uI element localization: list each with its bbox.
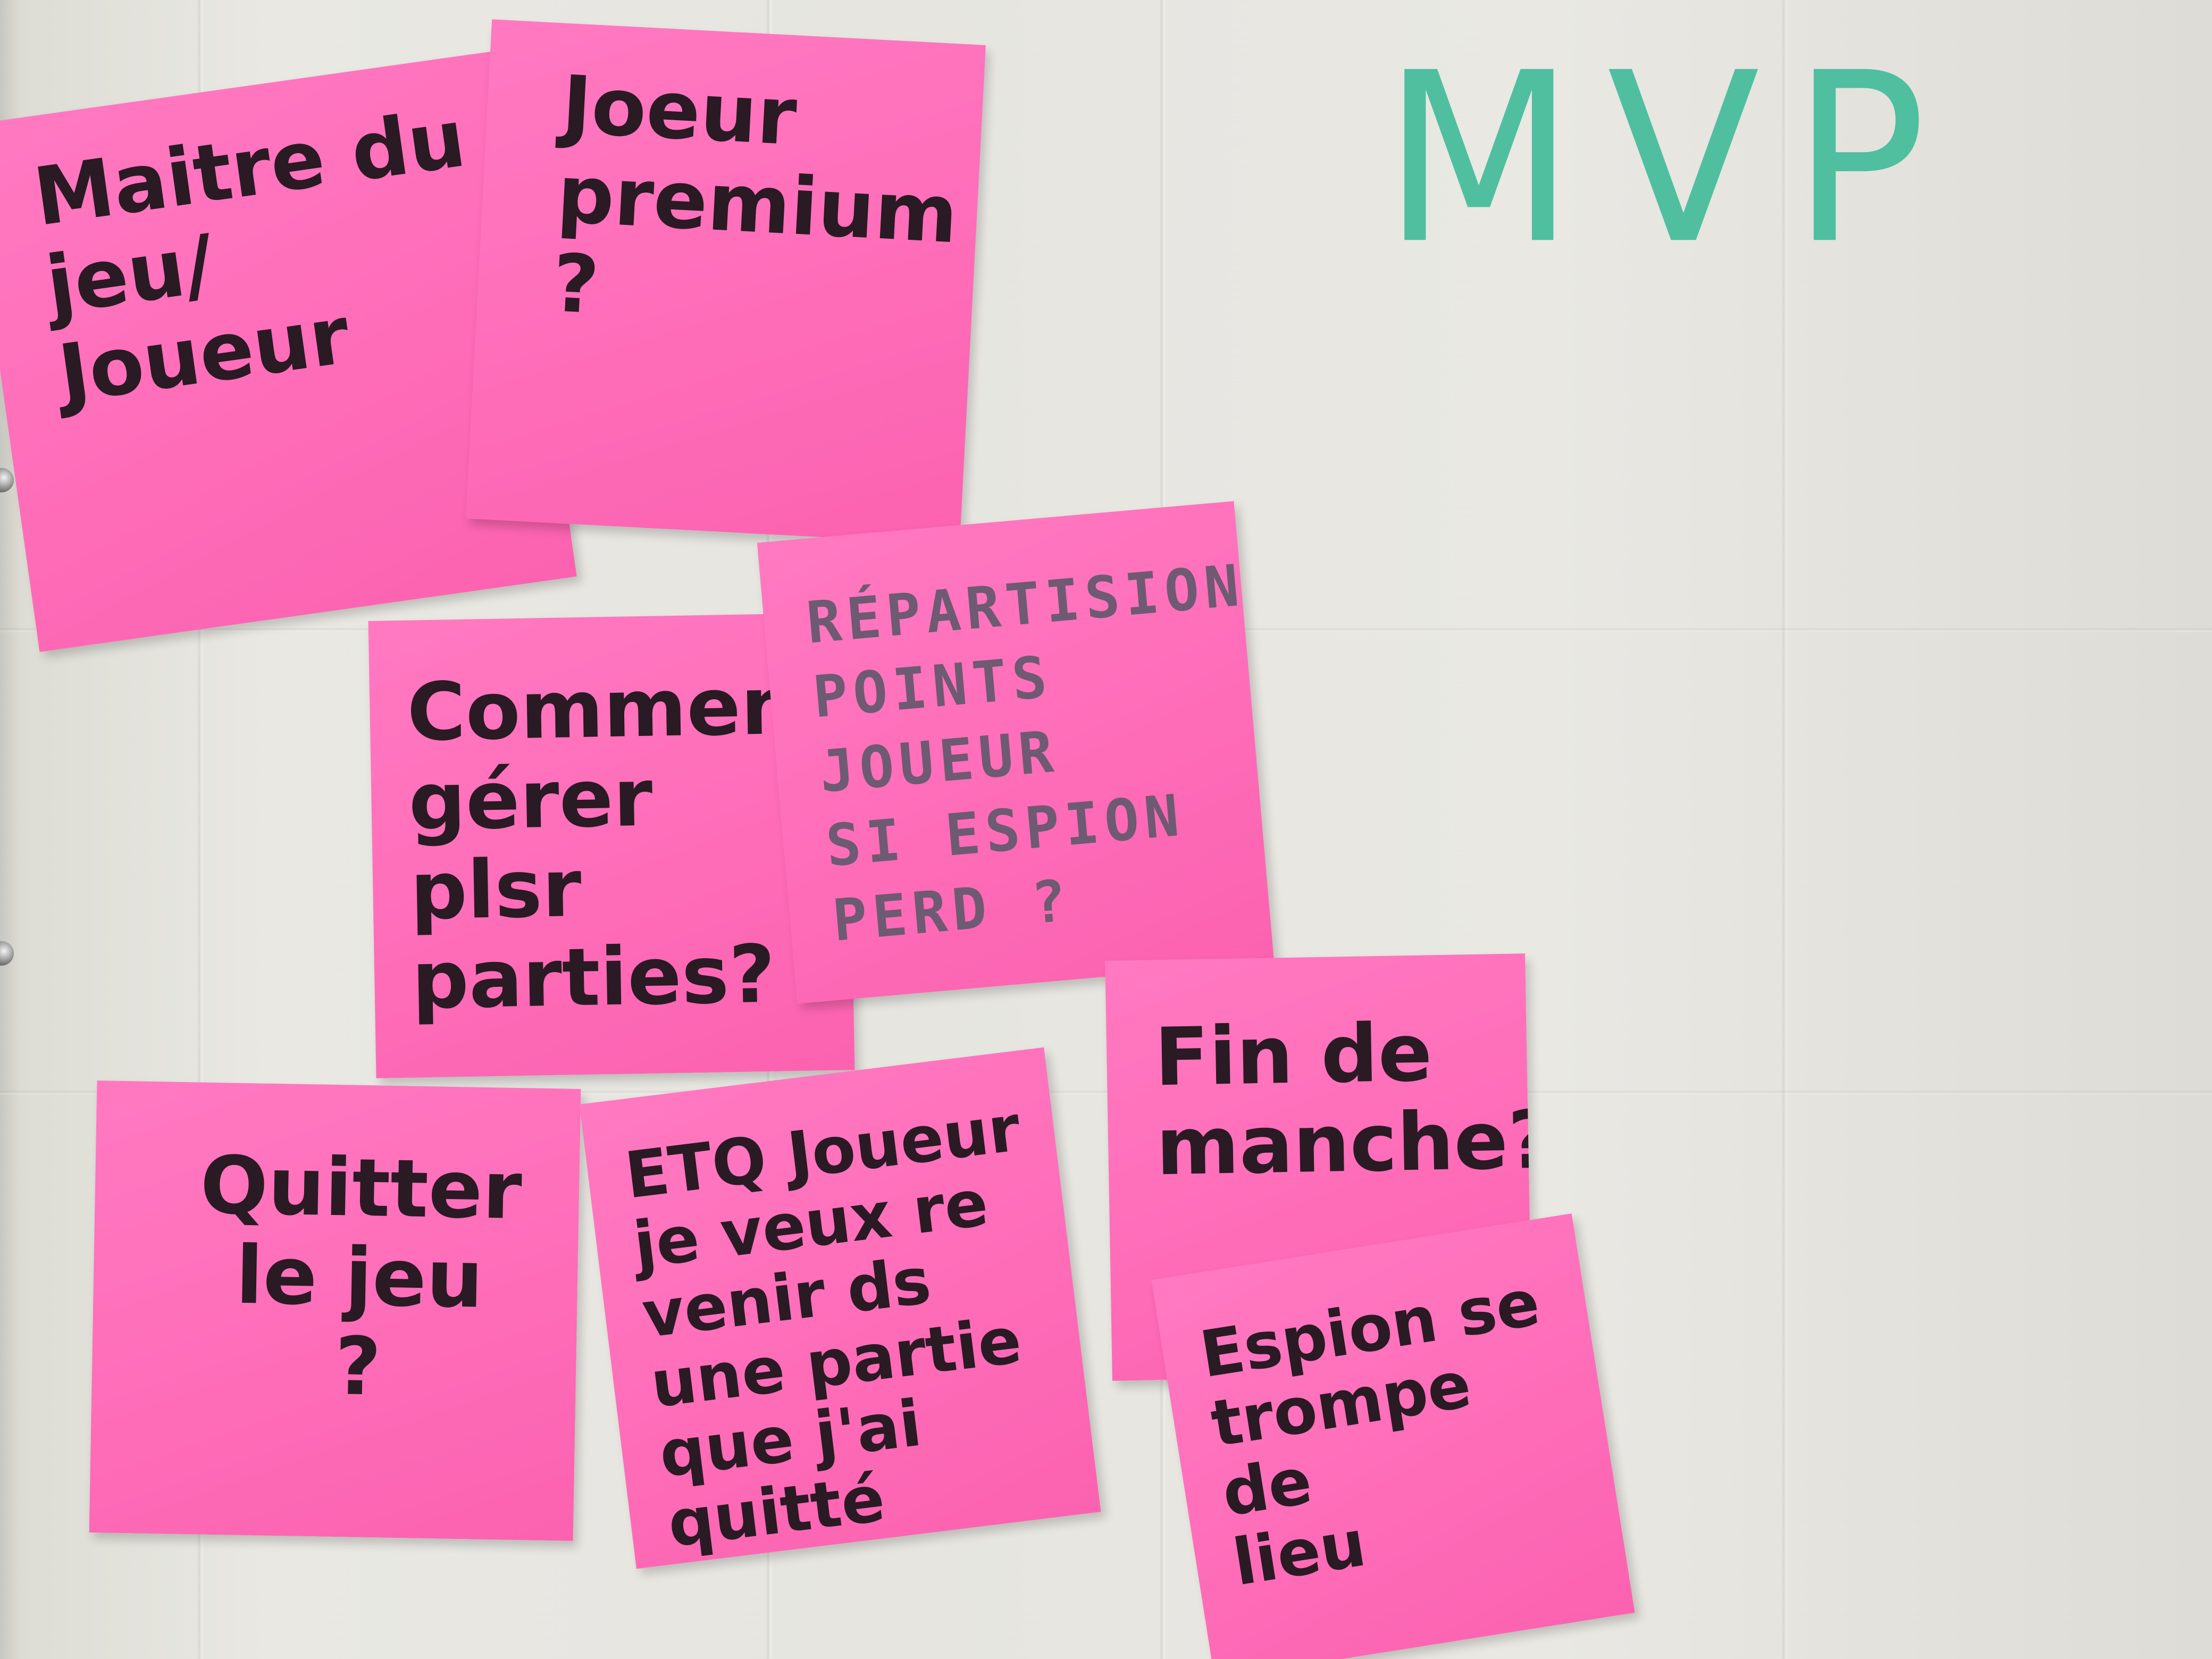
sticky-note-revenir-partie: ETQ Joueur je veux re venir ds une parti… [579, 1047, 1101, 1569]
sticky-note-espion-lieu: Espion se trompe de lieu [1151, 1213, 1635, 1659]
paper-crease [1781, 0, 1789, 1659]
sticky-note-quitter-le-jeu: Quitter le jeu ? [89, 1080, 581, 1541]
paper-fold [0, 1090, 2212, 1095]
mvp-heading: MVP [1382, 22, 1958, 296]
sticky-note-joueur-premium: Joeur premium ? [466, 19, 986, 544]
sticky-note-repartition-points: RÉPARTISION POINTS JOUEUR SI ESPION PERD… [757, 501, 1275, 1004]
